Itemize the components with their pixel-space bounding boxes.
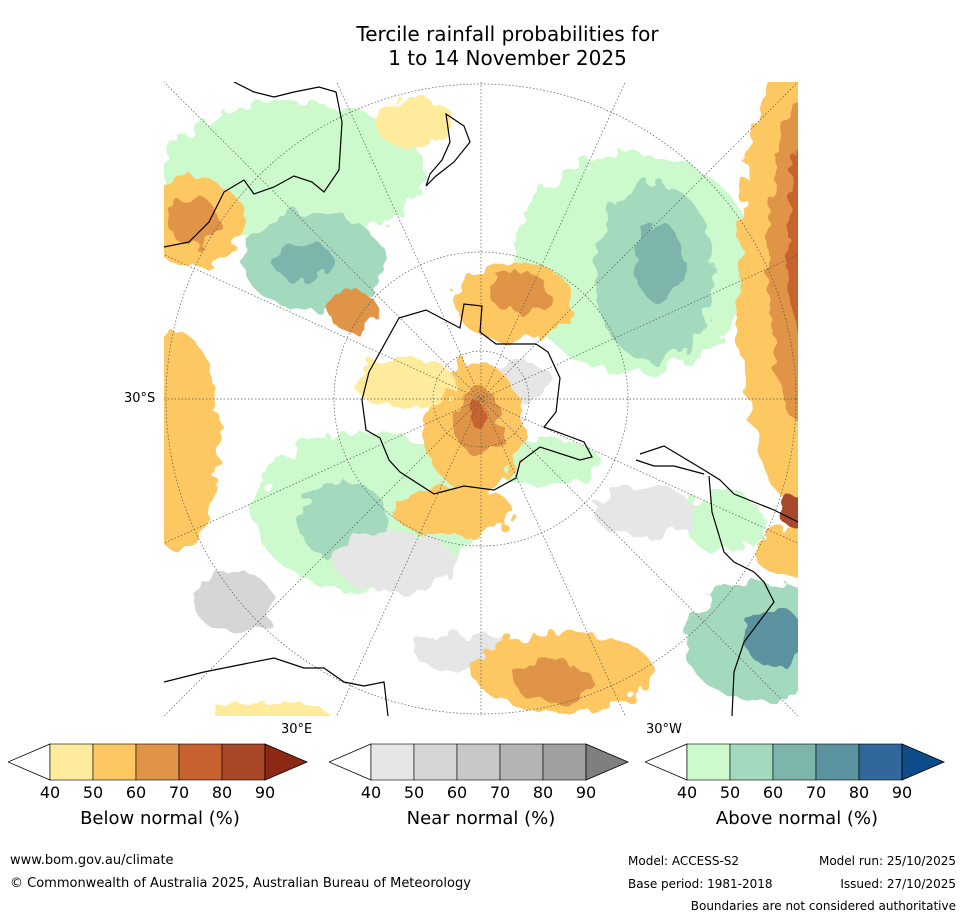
colorbar-near-normal-graphic: 40 50 60 70 80 90 xyxy=(327,743,630,802)
probability-fields xyxy=(164,82,798,716)
australia-coastline xyxy=(164,82,343,248)
near-normal-tick-label: 90 xyxy=(576,783,596,802)
copyright-text: © Commonwealth of Australia 2025, Austra… xyxy=(10,876,471,891)
colorbar-near-normal-title: Near normal (%) xyxy=(406,808,556,829)
above-normal-tick-label: 90 xyxy=(892,783,912,802)
lon-label-30e: 30°E xyxy=(281,722,313,737)
below-normal-tick-label: 90 xyxy=(255,783,275,802)
below-normal-segment xyxy=(221,743,266,781)
website-link[interactable]: www.bom.gov.au/climate xyxy=(10,853,174,868)
near-normal-tick-label: 40 xyxy=(361,783,381,802)
near-normal-segment xyxy=(413,743,458,781)
colorbar-above-normal-graphic: 40 50 60 70 80 90 xyxy=(643,743,946,802)
polar-map xyxy=(164,82,798,716)
above-normal-tick-label: 70 xyxy=(806,783,826,802)
above-normal-min-arrow xyxy=(643,743,688,781)
below-normal-tick-label: 80 xyxy=(212,783,232,802)
near-normal-max-arrow xyxy=(585,743,630,781)
title-line-2: 1 to 14 November 2025 xyxy=(388,46,627,70)
model-text: Model: ACCESS-S2 xyxy=(628,854,740,868)
model-run-text: Model run: 25/10/2025 xyxy=(818,854,956,868)
below-normal-segment xyxy=(49,743,94,781)
lat-label-30s: 30°S xyxy=(124,391,156,406)
above-normal-tick-label: 40 xyxy=(677,783,697,802)
new-zealand-coastline xyxy=(425,112,471,187)
chart-title: Tercile rainfall probabilities for 1 to … xyxy=(0,22,965,70)
near-normal-tick-label: 50 xyxy=(404,783,424,802)
below-normal-max-arrow xyxy=(264,743,309,781)
near-normal-segment xyxy=(456,743,501,781)
below-normal-tick-label: 60 xyxy=(126,783,146,802)
near-normal-segment xyxy=(370,743,415,781)
near-normal-segment xyxy=(499,743,544,781)
above-normal-segment xyxy=(858,743,903,781)
below-normal-tick-label: 40 xyxy=(40,783,60,802)
title-line-1: Tercile rainfall probabilities for xyxy=(356,22,659,46)
africa-coastline xyxy=(164,657,389,716)
colorbar-below-normal-title: Below normal (%) xyxy=(80,808,240,829)
near-normal-tick-label: 80 xyxy=(533,783,553,802)
below-normal-segment xyxy=(92,743,137,781)
above-normal-tick-label: 50 xyxy=(720,783,740,802)
below-normal-min-arrow xyxy=(6,743,51,781)
above-normal-max-arrow xyxy=(901,743,946,781)
below-normal-segment xyxy=(178,743,223,781)
coastlines xyxy=(164,82,798,716)
colorbar-above-normal-title: Above normal (%) xyxy=(715,808,879,829)
colorbar-above-normal: 40 50 60 70 80 90 xyxy=(643,742,949,806)
above-normal-segment xyxy=(686,743,731,781)
graticule xyxy=(164,82,798,716)
near-normal-tick-label: 60 xyxy=(447,783,467,802)
colorbar-near-normal: 40 50 60 70 80 90 xyxy=(327,742,633,806)
above-normal-segment xyxy=(815,743,860,781)
antarctica-coastline xyxy=(361,303,593,495)
below-normal-tick-label: 50 xyxy=(83,783,103,802)
above-normal-segment xyxy=(772,743,817,781)
above-normal-segment xyxy=(729,743,774,781)
issued-text: Issued: 27/10/2025 xyxy=(840,877,956,891)
lon-label-30w: 30°W xyxy=(646,722,682,737)
below-normal-tick-label: 70 xyxy=(169,783,189,802)
map-svg xyxy=(164,82,798,716)
disclaimer-text: Boundaries are not considered authoritat… xyxy=(690,899,956,913)
near-normal-tick-label: 70 xyxy=(490,783,510,802)
above-normal-tick-label: 60 xyxy=(763,783,783,802)
colorbar-below-normal: 40 50 60 70 80 90 xyxy=(6,742,312,806)
below-normal-segment xyxy=(135,743,180,781)
near-normal-min-arrow xyxy=(327,743,372,781)
colorbar-below-normal-graphic: 40 50 60 70 80 90 xyxy=(6,743,309,802)
near-normal-segment xyxy=(542,743,587,781)
above-normal-tick-label: 80 xyxy=(849,783,869,802)
south-america-coastline xyxy=(635,445,798,716)
base-period-text: Base period: 1981-2018 xyxy=(628,877,773,891)
